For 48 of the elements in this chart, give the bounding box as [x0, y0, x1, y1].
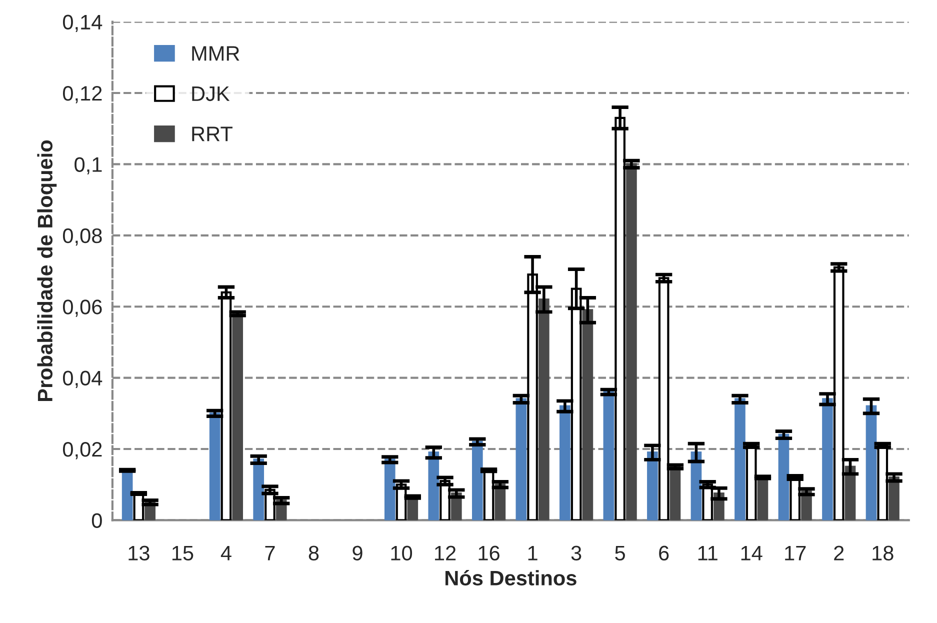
bar — [428, 452, 440, 520]
y-tick-label: 0,08 — [62, 228, 102, 246]
x-tick-label: 12 — [435, 546, 456, 560]
bar — [209, 412, 220, 520]
x-tick-label: 15 — [172, 546, 194, 561]
bar — [232, 312, 244, 520]
x-tick-label: 10 — [391, 546, 412, 561]
legend-label: MMR — [192, 46, 240, 61]
x-axis-title: Nós Destinos — [446, 570, 576, 586]
bar — [538, 298, 550, 520]
x-tick-label: 17 — [785, 546, 806, 560]
legend-label: RRT — [192, 126, 232, 142]
bar — [603, 391, 614, 520]
bar — [888, 476, 900, 520]
y-tick-label: 0,1 — [74, 157, 102, 174]
bar — [384, 458, 396, 520]
x-tick-label: 11 — [698, 546, 718, 560]
x-tick-label: 6 — [659, 546, 669, 561]
x-tick-label: 13 — [128, 546, 150, 561]
bar — [560, 405, 570, 520]
x-tick-label: 3 — [571, 546, 582, 561]
bar — [472, 440, 483, 520]
y-tick-label: 0,02 — [62, 442, 102, 460]
bar — [866, 405, 877, 520]
x-tick-label: 14 — [741, 546, 762, 560]
bar — [647, 452, 658, 520]
x-tick-label: 5 — [615, 546, 625, 561]
y-tick-label: 0,12 — [62, 86, 102, 104]
x-tick-label: 1 — [528, 546, 538, 560]
y-tick-label: 0,14 — [62, 14, 102, 32]
legend-label: DJK — [192, 86, 230, 102]
x-tick-label: 2 — [834, 546, 844, 560]
bar — [778, 434, 790, 520]
x-tick-label: 9 — [352, 546, 362, 561]
y-tick-label: 0,04 — [62, 370, 102, 388]
y-tick-label: 0,06 — [62, 300, 102, 317]
x-tick-label: 18 — [872, 546, 894, 561]
x-tick-label: 7 — [265, 546, 275, 560]
x-tick-label: 8 — [308, 546, 319, 561]
x-tick-label: 16 — [478, 546, 500, 561]
bar — [516, 398, 527, 520]
y-axis-title: Probabilidade de Bloqueio — [37, 140, 57, 401]
bar — [626, 163, 637, 520]
bar — [822, 398, 833, 520]
x-tick-label: 4 — [220, 546, 232, 560]
y-tick-label: 0 — [92, 513, 102, 528]
bar — [582, 309, 594, 520]
bar — [734, 398, 746, 520]
